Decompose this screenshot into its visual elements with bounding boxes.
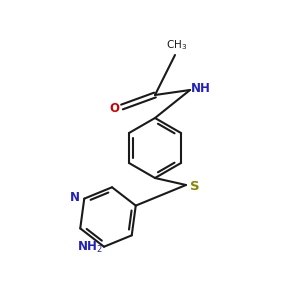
Text: NH: NH [191,82,211,95]
Text: CH$_3$: CH$_3$ [167,38,188,52]
Text: O: O [109,101,119,115]
Text: N: N [70,191,80,204]
Text: S: S [190,179,200,193]
Text: NH$_2$: NH$_2$ [77,240,103,255]
